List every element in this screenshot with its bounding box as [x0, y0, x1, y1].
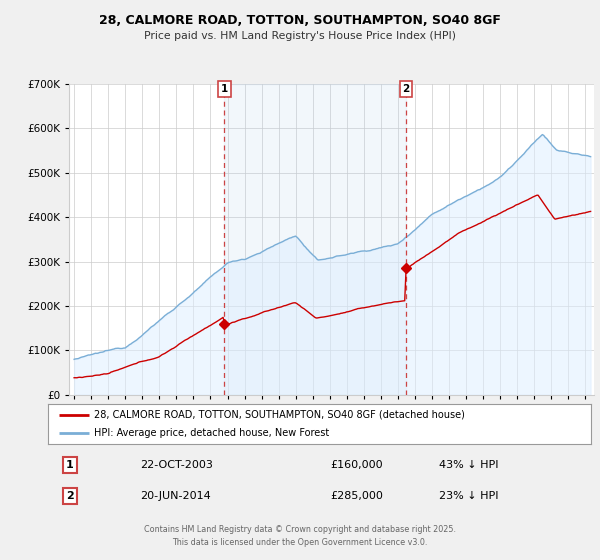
- Text: 28, CALMORE ROAD, TOTTON, SOUTHAMPTON, SO40 8GF (detached house): 28, CALMORE ROAD, TOTTON, SOUTHAMPTON, S…: [94, 410, 465, 419]
- Text: 2: 2: [66, 491, 74, 501]
- Text: £160,000: £160,000: [331, 460, 383, 470]
- Text: 1: 1: [221, 84, 228, 94]
- Bar: [224, 84, 406, 395]
- Text: 20-JUN-2014: 20-JUN-2014: [140, 491, 211, 501]
- Text: 2: 2: [402, 84, 409, 94]
- Text: £285,000: £285,000: [331, 491, 383, 501]
- Text: 43% ↓ HPI: 43% ↓ HPI: [439, 460, 499, 470]
- Text: 22-OCT-2003: 22-OCT-2003: [140, 460, 213, 470]
- Text: 1: 1: [66, 460, 74, 470]
- Text: 23% ↓ HPI: 23% ↓ HPI: [439, 491, 499, 501]
- Text: 28, CALMORE ROAD, TOTTON, SOUTHAMPTON, SO40 8GF: 28, CALMORE ROAD, TOTTON, SOUTHAMPTON, S…: [99, 14, 501, 27]
- Text: Contains HM Land Registry data © Crown copyright and database right 2025.
This d: Contains HM Land Registry data © Crown c…: [144, 525, 456, 547]
- Text: HPI: Average price, detached house, New Forest: HPI: Average price, detached house, New …: [94, 428, 329, 438]
- Text: Price paid vs. HM Land Registry's House Price Index (HPI): Price paid vs. HM Land Registry's House …: [144, 31, 456, 41]
